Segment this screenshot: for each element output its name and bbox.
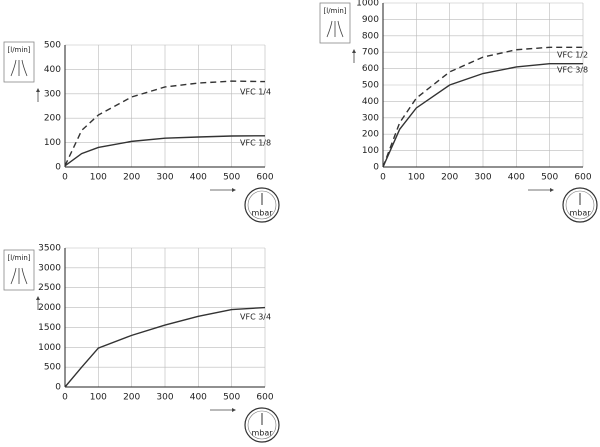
y-tick-label: 700 — [362, 48, 379, 58]
x-tick-label: 0 — [62, 393, 68, 403]
y-tick-label: 1000 — [356, 0, 379, 9]
y-tick-label: 1500 — [38, 323, 61, 333]
y-tick-label: 300 — [362, 113, 379, 123]
y-tick-label: 0 — [55, 383, 61, 393]
series-line — [382, 46, 583, 168]
x-tick-label: 500 — [541, 173, 558, 183]
flow-icon — [326, 20, 344, 38]
x-tick-label: 600 — [256, 173, 273, 183]
y-tick-label: 0 — [55, 163, 61, 173]
y-tick-label: 500 — [44, 363, 61, 373]
series-label: VFC 1/8 — [240, 139, 271, 148]
x-tick-label: 400 — [508, 173, 525, 183]
y-tick-label: 3500 — [38, 244, 61, 254]
arrow-head — [352, 49, 356, 53]
x-unit: mbar — [251, 429, 273, 438]
chart: 0 500 1000 1500 2000 2500 3000 3500 0 100 200 300 40… — [3, 244, 280, 443]
series-label: VFC 3/8 — [557, 66, 588, 75]
y-tick-label: 3000 — [38, 263, 61, 273]
series-label: VFC 1/4 — [240, 88, 271, 97]
x-tick-label: 600 — [574, 173, 591, 183]
series-line — [64, 306, 266, 388]
x-tick-label: 600 — [256, 393, 273, 403]
arrow-head — [232, 408, 236, 412]
flow-icon — [10, 59, 28, 77]
flow-icon — [10, 267, 28, 285]
arrow-head — [232, 188, 236, 192]
x-tick-label: 500 — [223, 393, 240, 403]
x-tick-label: 200 — [123, 173, 140, 183]
x-tick-label: 300 — [156, 393, 173, 403]
y-tick-label: 400 — [44, 65, 61, 75]
y-tick-label: 400 — [362, 97, 379, 107]
y-tick-label: 900 — [362, 15, 379, 25]
arrow-head — [36, 296, 40, 300]
series-line — [64, 135, 266, 167]
x-tick-label: 0 — [62, 173, 68, 183]
y-unit: [l/min] — [324, 7, 347, 15]
x-unit: mbar — [569, 209, 591, 218]
x-tick-label: 0 — [380, 173, 386, 183]
y-tick-label: 2000 — [38, 303, 61, 313]
series-line — [382, 62, 583, 168]
y-tick-label: 0 — [373, 163, 379, 173]
x-tick-label: 300 — [156, 173, 173, 183]
y-tick-label: 200 — [44, 114, 61, 124]
y-unit: [l/min] — [8, 254, 31, 262]
y-tick-label: 200 — [362, 130, 379, 140]
arrow-head — [36, 88, 40, 92]
y-tick-label: 800 — [362, 31, 379, 41]
y-tick-label: 300 — [44, 89, 61, 99]
y-tick-label: 2500 — [38, 283, 61, 293]
y-tick-label: 500 — [44, 41, 61, 51]
x-tick-label: 200 — [441, 173, 458, 183]
y-tick-label: 100 — [362, 146, 379, 156]
y-tick-label: 500 — [362, 81, 379, 91]
x-tick-label: 300 — [474, 173, 491, 183]
x-tick-label: 200 — [123, 393, 140, 403]
x-tick-label: 100 — [90, 173, 107, 183]
chart: 0 100 200 300 400 500 600 700 800 900 1000 0 100 200 3… — [319, 0, 598, 223]
arrow-head — [550, 188, 554, 192]
series-line — [64, 80, 266, 167]
y-unit: [l/min] — [8, 46, 31, 54]
y-tick-label: 600 — [362, 64, 379, 74]
gauge-inner — [247, 190, 277, 220]
gauge-inner — [565, 190, 595, 220]
gauge-inner — [247, 410, 277, 440]
x-tick-label: 100 — [90, 393, 107, 403]
y-tick-label: 1000 — [38, 343, 61, 353]
x-tick-label: 400 — [190, 393, 207, 403]
chart: 0 100 200 300 400 500 0 100 200 300 400 500 600 VFC 1… — [3, 41, 280, 223]
series-label: VFC 3/4 — [240, 313, 271, 322]
x-tick-label: 100 — [408, 173, 425, 183]
y-tick-label: 100 — [44, 138, 61, 148]
x-unit: mbar — [251, 209, 273, 218]
series-label: VFC 1/2 — [557, 51, 588, 60]
x-tick-label: 400 — [190, 173, 207, 183]
x-tick-label: 500 — [223, 173, 240, 183]
